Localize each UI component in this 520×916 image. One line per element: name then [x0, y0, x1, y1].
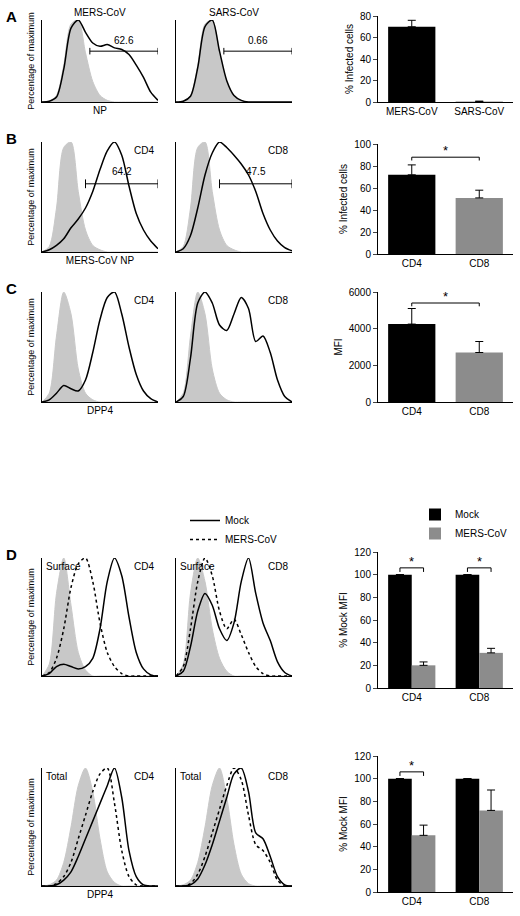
svg-text:*: * [443, 143, 448, 158]
svg-text:0: 0 [365, 97, 371, 108]
svg-text:60: 60 [360, 819, 372, 830]
svg-text:Surface: Surface [180, 561, 215, 572]
svg-text:Percentage of maximum: Percentage of maximum [26, 12, 36, 110]
svg-text:DPP4: DPP4 [87, 405, 114, 416]
svg-text:Percentage of maximum: Percentage of maximum [26, 148, 36, 246]
svg-text:MERS-CoV: MERS-CoV [386, 106, 438, 117]
svg-text:120: 120 [354, 547, 371, 558]
svg-text:*: * [443, 289, 448, 304]
svg-text:*: * [477, 554, 482, 569]
svg-text:Percentage of maximum: Percentage of maximum [26, 568, 36, 666]
svg-text:Mock: Mock [225, 515, 250, 526]
svg-text:CD4: CD4 [134, 145, 154, 156]
svg-text:CD8: CD8 [268, 771, 288, 782]
svg-text:*: * [409, 554, 414, 569]
svg-text:% Infected cells: % Infected cells [344, 24, 355, 94]
svg-text:% Mock MFI: % Mock MFI [338, 592, 349, 648]
svg-text:CD4: CD4 [402, 896, 422, 907]
svg-text:20: 20 [360, 227, 372, 238]
svg-text:Percentage of maximum: Percentage of maximum [26, 298, 36, 396]
svg-text:CD4: CD4 [134, 561, 154, 572]
svg-text:6000: 6000 [349, 287, 372, 298]
svg-text:80: 80 [360, 796, 372, 807]
svg-text:MERS-CoV NP: MERS-CoV NP [66, 255, 135, 266]
svg-text:0: 0 [365, 249, 371, 260]
svg-text:0.66: 0.66 [248, 35, 268, 46]
svg-text:64.2: 64.2 [112, 166, 132, 177]
svg-text:20: 20 [360, 660, 372, 671]
svg-text:Percentage of maximum: Percentage of maximum [26, 778, 36, 876]
svg-text:20: 20 [360, 864, 372, 875]
svg-text:CD4: CD4 [402, 406, 422, 417]
svg-text:CD8: CD8 [469, 692, 489, 703]
svg-text:40: 40 [360, 205, 372, 216]
svg-text:100: 100 [354, 773, 371, 784]
svg-text:20: 20 [360, 75, 372, 86]
svg-text:CD8: CD8 [268, 145, 288, 156]
svg-text:60: 60 [360, 32, 372, 43]
svg-text:CD4: CD4 [134, 771, 154, 782]
svg-text:60: 60 [360, 615, 372, 626]
svg-text:% Infected cells: % Infected cells [338, 164, 349, 234]
svg-text:CD8: CD8 [268, 561, 288, 572]
svg-text:MERS-CoV: MERS-CoV [455, 528, 507, 539]
svg-text:100: 100 [354, 139, 371, 150]
svg-text:SARS-CoV: SARS-CoV [454, 106, 504, 117]
svg-text:40: 40 [360, 841, 372, 852]
svg-text:80: 80 [360, 592, 372, 603]
svg-text:120: 120 [354, 751, 371, 762]
svg-text:MERS-CoV: MERS-CoV [74, 7, 126, 18]
svg-text:MERS-CoV: MERS-CoV [225, 534, 277, 545]
svg-text:2000: 2000 [349, 360, 372, 371]
svg-text:CD8: CD8 [469, 258, 489, 269]
svg-text:47.5: 47.5 [246, 166, 266, 177]
svg-text:*: * [409, 758, 414, 773]
svg-text:60: 60 [360, 183, 372, 194]
svg-text:CD4: CD4 [134, 295, 154, 306]
svg-text:Total: Total [46, 771, 67, 782]
svg-text:CD4: CD4 [402, 692, 422, 703]
svg-text:0: 0 [365, 887, 371, 898]
svg-text:SARS-CoV: SARS-CoV [209, 7, 259, 18]
svg-text:40: 40 [360, 637, 372, 648]
svg-text:CD8: CD8 [469, 406, 489, 417]
svg-text:A: A [6, 8, 17, 25]
svg-text:Surface: Surface [46, 561, 81, 572]
svg-text:CD8: CD8 [268, 295, 288, 306]
svg-text:80: 80 [360, 11, 372, 22]
svg-text:DPP4: DPP4 [87, 889, 114, 900]
svg-text:100: 100 [354, 569, 371, 580]
svg-text:CD8: CD8 [469, 896, 489, 907]
svg-text:C: C [6, 280, 17, 297]
svg-text:80: 80 [360, 161, 372, 172]
svg-text:NP: NP [93, 105, 107, 116]
svg-text:Total: Total [180, 771, 201, 782]
svg-text:0: 0 [365, 397, 371, 408]
svg-text:B: B [6, 130, 17, 147]
svg-text:Mock: Mock [455, 509, 480, 520]
svg-text:40: 40 [360, 54, 372, 65]
svg-text:% Mock MFI: % Mock MFI [338, 796, 349, 852]
svg-text:62.6: 62.6 [114, 35, 134, 46]
svg-text:MFI: MFI [333, 338, 344, 355]
svg-text:4000: 4000 [349, 323, 372, 334]
svg-text:0: 0 [365, 683, 371, 694]
svg-text:D: D [6, 546, 17, 563]
svg-text:CD4: CD4 [402, 258, 422, 269]
